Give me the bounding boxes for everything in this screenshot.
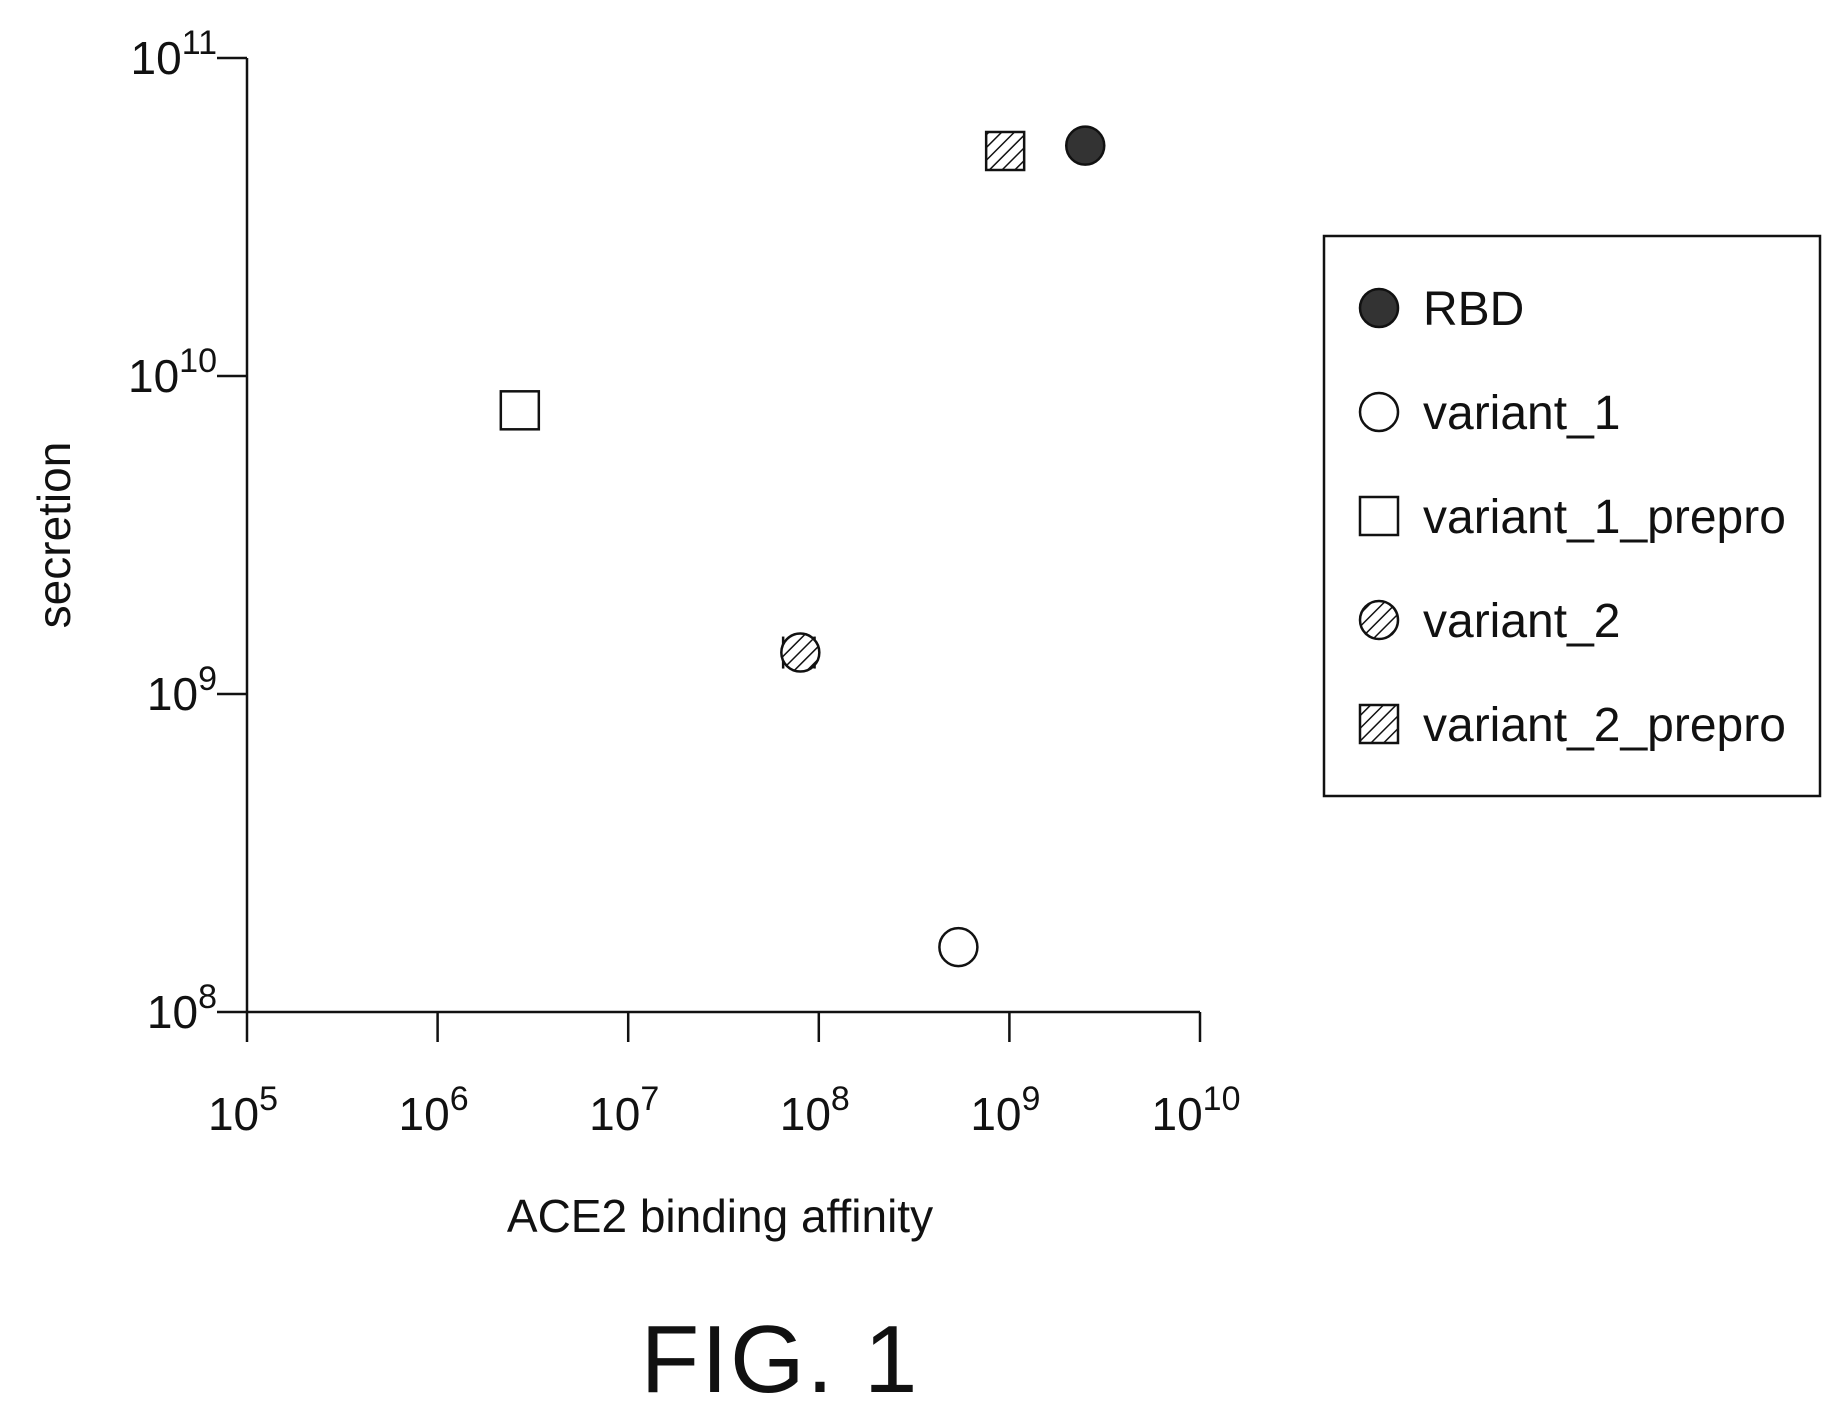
- legend-item-variant_1_prepro: variant_1_prepro: [1358, 491, 1786, 544]
- y-axis-label: secretion: [28, 442, 80, 629]
- axes: [245, 58, 1200, 1014]
- legend-marker: [1358, 703, 1400, 745]
- point-variant_1: [938, 926, 979, 968]
- legend-box: [1322, 234, 1822, 798]
- x-tick-label: 109: [970, 1080, 1040, 1140]
- legend-marker: [1358, 599, 1400, 641]
- legend-item-variant_1: variant_1: [1358, 387, 1620, 440]
- data-points: [499, 125, 1106, 968]
- y-tick-label: 1010: [128, 342, 217, 402]
- point-variant_2_prepro: [984, 130, 1026, 172]
- legend-item-variant_2: variant_2: [1358, 595, 1620, 648]
- x-tick-label: 108: [780, 1080, 850, 1140]
- x-tick-label: 107: [589, 1080, 659, 1140]
- y-tick-label: 109: [147, 660, 217, 720]
- figure-label: FIG. 1: [640, 1306, 920, 1413]
- legend-label: variant_1: [1423, 387, 1620, 440]
- legend-item-RBD: RBD: [1358, 283, 1524, 336]
- marker-variant_2_prepro: [984, 130, 1026, 172]
- point-variant_1_prepro: [499, 390, 541, 431]
- y-tick-label: 1011: [131, 24, 217, 84]
- y-axis-ticks: 108 109 1010 1011: [128, 24, 247, 1038]
- y-tick-label: 108: [147, 978, 217, 1038]
- legend-label: variant_1_prepro: [1423, 491, 1786, 544]
- marker-variant_1_prepro: [499, 390, 541, 431]
- legend: RBD variant_1 variant_1_prepro variant_2var…: [1322, 234, 1822, 798]
- point-RBD: [1064, 125, 1106, 166]
- x-tick-label: 105: [208, 1080, 278, 1140]
- x-axis-label: ACE2 binding affinity: [507, 1190, 933, 1242]
- legend-item-variant_2_prepro: variant_2_prepro: [1358, 699, 1786, 752]
- legend-label: variant_2: [1423, 595, 1620, 648]
- marker-variant_1: [938, 926, 979, 968]
- legend-marker: [1358, 287, 1400, 329]
- marker-RBD: [1064, 125, 1106, 166]
- marker-variant_2: [780, 632, 821, 673]
- legend-marker: [1358, 391, 1400, 433]
- x-axis-ticks: 105 106 107 108 109 1010: [208, 1012, 1241, 1140]
- legend-label: variant_2_prepro: [1423, 699, 1786, 752]
- legend-marker: [1358, 495, 1400, 537]
- legend-label: RBD: [1423, 283, 1524, 336]
- x-tick-label: 106: [399, 1080, 469, 1140]
- point-variant_2: [780, 632, 821, 673]
- x-tick-label: 1010: [1152, 1080, 1241, 1140]
